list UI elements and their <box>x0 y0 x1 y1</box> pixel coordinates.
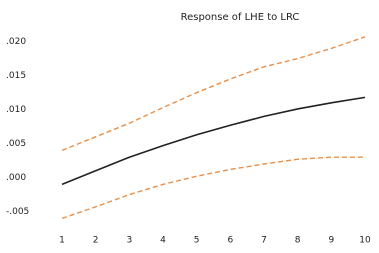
x-tick-label: 6 <box>227 236 233 246</box>
confidence-band-line <box>62 37 365 151</box>
x-tick-label: 4 <box>160 236 166 246</box>
x-tick-label: 8 <box>295 236 301 246</box>
response-line <box>62 97 365 184</box>
x-tick-label: 10 <box>359 236 371 246</box>
y-tick-label: .015 <box>6 71 26 81</box>
chart-title: Response of LHE to LRC <box>181 12 300 23</box>
y-tick-label: .005 <box>6 139 26 149</box>
x-tick-label: 5 <box>194 236 200 246</box>
x-tick-label: 3 <box>126 236 132 246</box>
x-tick-label: 7 <box>261 236 267 246</box>
chart: Response of LHE to LRC .020 .015 .010 .005.… <box>0 0 379 249</box>
y-tick-label: .010 <box>6 105 26 115</box>
x-tick-label: 1 <box>59 236 65 246</box>
page: {"chart_data": { "type": "line", "title"… <box>0 0 379 249</box>
x-tick-label: 9 <box>328 236 334 246</box>
y-tick-label: .000 <box>6 173 26 183</box>
y-tick-label: -.005 <box>6 207 29 217</box>
y-tick-label: .020 <box>6 37 26 47</box>
x-tick-label: 2 <box>93 236 99 246</box>
